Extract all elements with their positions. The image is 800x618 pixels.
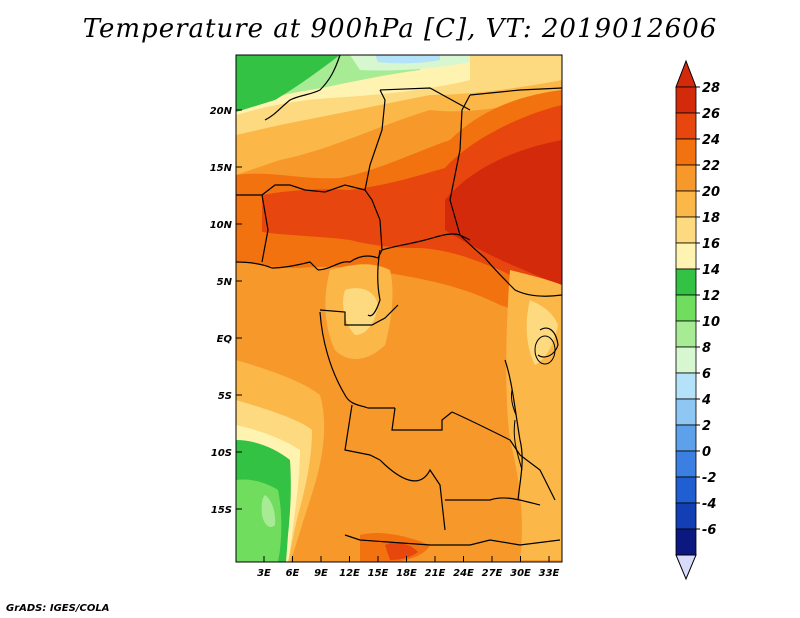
lon-label: 24E <box>453 568 474 579</box>
map-title: Temperature at 900hPa [C], VT: 201901260… <box>82 14 718 44</box>
colorbar-label: -4 <box>702 497 716 512</box>
colorbar-swatch <box>675 268 697 296</box>
lat-label: 5S <box>218 391 232 402</box>
lakes <box>511 335 556 471</box>
lon-label: 12E <box>339 568 360 579</box>
colorbar-swatch <box>675 398 697 426</box>
lon-label: 27E <box>482 568 503 579</box>
colorbar-label: 18 <box>702 211 720 226</box>
colorbar-label: 12 <box>702 289 720 304</box>
colorbar-label: 8 <box>702 341 711 356</box>
colorbar-label: 26 <box>702 107 720 122</box>
colorbar-label: 16 <box>702 237 720 252</box>
lon-label: 18E <box>396 568 417 579</box>
colorbar-swatch <box>675 190 697 218</box>
colorbar-label: 24 <box>702 133 720 148</box>
colorbar-swatch <box>675 528 697 556</box>
colorbar-label: 0 <box>702 445 711 460</box>
colorbar-label: 10 <box>702 315 720 330</box>
lat-label: 5N <box>217 277 233 288</box>
colorbar-swatch <box>675 450 697 478</box>
colorbar-label: 20 <box>702 185 720 200</box>
colorbar-swatch <box>675 86 697 114</box>
lat-label: 20N <box>210 106 233 117</box>
lon-label: 9E <box>314 568 328 579</box>
colorbar-swatch <box>675 216 697 244</box>
lon-label: 33E <box>539 568 560 579</box>
colorbar-bottom-arrow <box>675 554 697 581</box>
colorbar-label: 14 <box>702 263 720 278</box>
colorbar-top-arrow <box>675 59 697 88</box>
colorbar-label: 2 <box>702 419 711 434</box>
lon-label: 30E <box>510 568 531 579</box>
lat-label: 15S <box>211 505 232 516</box>
colorbar-swatch <box>675 320 697 348</box>
colorbar-label: -2 <box>702 471 716 486</box>
lat-label: 10S <box>211 448 232 459</box>
country-borders <box>236 55 562 546</box>
lon-label: 6E <box>286 568 300 579</box>
colorbar-label: -6 <box>702 523 716 538</box>
colorbar-swatch <box>675 502 697 530</box>
lon-label: 15E <box>368 568 389 579</box>
colorbar-swatch <box>675 294 697 322</box>
map-frame <box>235 54 563 563</box>
latitude-axis: 20N 15N 10N 5N EQ 5S 10S 15S <box>210 106 242 516</box>
lat-label: EQ <box>217 334 233 345</box>
lat-label: 10N <box>210 220 233 231</box>
colorbar-swatch <box>675 164 697 192</box>
longitude-axis: 3E 6E 9E 12E 15E 18E 21E 24E 27E 30E 33E <box>257 556 560 579</box>
colorbar-swatch <box>675 424 697 452</box>
colorbar-swatch <box>675 138 697 166</box>
colorbar-swatch <box>675 242 697 270</box>
lon-label: 21E <box>425 568 446 579</box>
colorbar-swatch <box>675 346 697 374</box>
colorbar-label: 4 <box>701 393 711 408</box>
temperature-map <box>236 55 562 562</box>
lon-label: 3E <box>257 568 271 579</box>
colorbar-label: 28 <box>702 81 720 96</box>
grads-credit: GrADS: IGES/COLA <box>6 603 110 614</box>
colorbar-label: 6 <box>702 367 711 382</box>
colorbar-swatch <box>675 112 697 140</box>
lat-label: 15N <box>210 163 233 174</box>
colorbar-label: 22 <box>702 159 720 174</box>
colorbar-swatch <box>675 476 697 504</box>
colorbar-swatch <box>675 372 697 400</box>
